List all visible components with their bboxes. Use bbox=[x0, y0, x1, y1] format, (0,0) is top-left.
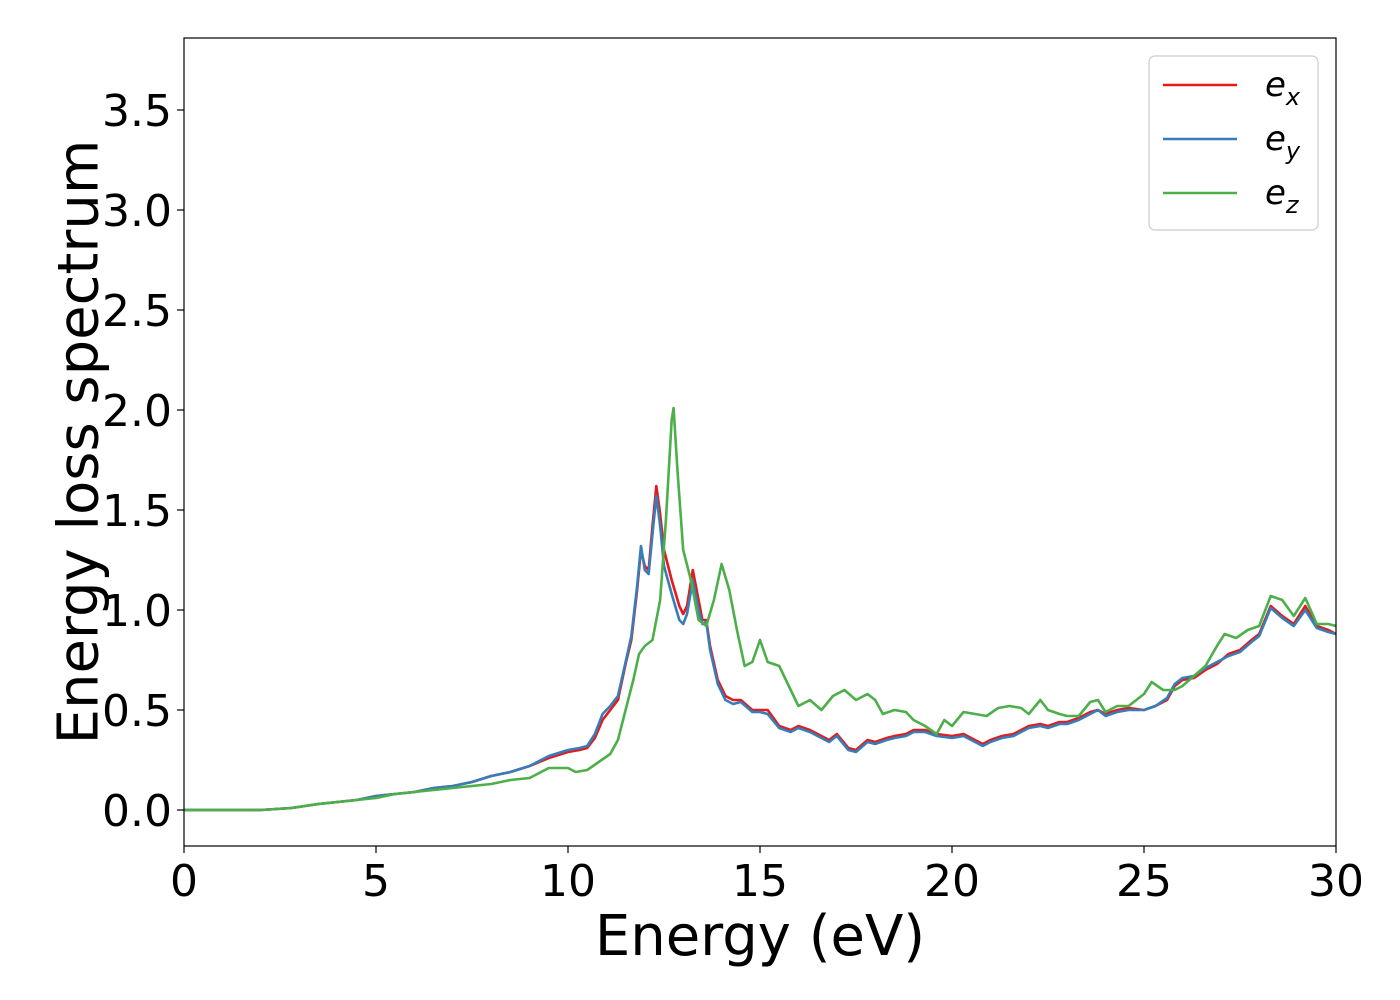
x-tick-label: 0 bbox=[170, 856, 198, 907]
y-tick-label: 1.5 bbox=[102, 486, 172, 537]
x-tick-label: 20 bbox=[924, 856, 980, 907]
legend-label-z: ez bbox=[1265, 173, 1300, 219]
y-axis-ticks: 0.0 0.5 1.0 1.5 2.0 2.5 3.0 3.5 bbox=[102, 86, 184, 837]
y-tick-label: 2.0 bbox=[102, 386, 172, 437]
legend-box bbox=[1148, 55, 1319, 231]
y-axis-label: Energy loss spectrum bbox=[47, 140, 112, 745]
x-tick-label: 5 bbox=[362, 856, 390, 907]
x-tick-label: 30 bbox=[1308, 856, 1364, 907]
y-tick-label: 0.5 bbox=[102, 686, 172, 737]
legend: ex ey ez bbox=[1148, 55, 1319, 231]
x-axis-ticks: 0 5 10 15 20 25 30 bbox=[170, 846, 1364, 907]
x-tick-label: 25 bbox=[1116, 856, 1172, 907]
y-tick-label: 0.0 bbox=[102, 786, 172, 837]
series-layer bbox=[184, 406, 1336, 812]
x-axis-label: Energy (eV) bbox=[595, 904, 925, 969]
legend-label-x: ex bbox=[1265, 65, 1301, 111]
y-tick-label: 1.0 bbox=[102, 586, 172, 637]
y-tick-label: 3.5 bbox=[102, 86, 172, 137]
legend-label-y: ey bbox=[1265, 119, 1301, 165]
y-tick-label: 2.5 bbox=[102, 286, 172, 337]
series-line-y bbox=[184, 494, 1336, 812]
series-line-z bbox=[184, 406, 1336, 812]
x-tick-label: 15 bbox=[732, 856, 788, 907]
y-tick-label: 3.0 bbox=[102, 186, 172, 237]
x-tick-label: 10 bbox=[540, 856, 596, 907]
